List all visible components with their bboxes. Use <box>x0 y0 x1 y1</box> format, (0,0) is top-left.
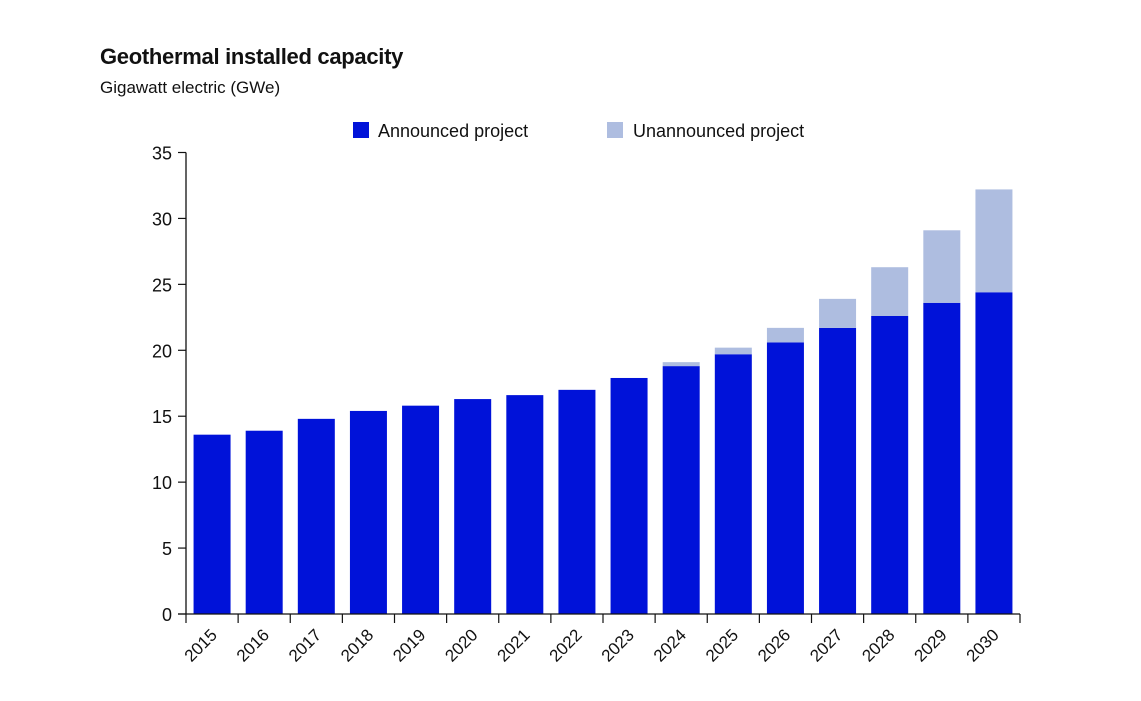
chart-subtitle: Gigawatt electric (GWe) <box>100 78 281 97</box>
y-tick-label: 10 <box>152 473 172 493</box>
legend-label-unannounced: Unannounced project <box>633 121 804 141</box>
x-tick-label: 2019 <box>389 625 429 665</box>
bar-announced-2018 <box>349 410 387 614</box>
y-tick-label: 0 <box>162 605 172 625</box>
bar-unannounced-2024 <box>662 362 700 367</box>
x-tick-label: 2018 <box>337 625 377 665</box>
x-tick-label: 2025 <box>702 625 742 665</box>
y-tick-label: 30 <box>152 209 172 229</box>
y-tick-label: 15 <box>152 407 172 427</box>
x-tick-label: 2027 <box>806 625 846 665</box>
x-tick-label: 2029 <box>910 625 950 665</box>
bar-announced-2029 <box>923 302 961 614</box>
chart-title: Geothermal installed capacity <box>100 44 404 69</box>
bar-announced-2016 <box>245 430 283 614</box>
x-tick-label: 2024 <box>650 625 690 665</box>
bar-announced-2020 <box>454 399 492 614</box>
bar-announced-2030 <box>975 292 1013 614</box>
bar-unannounced-2030 <box>975 189 1013 293</box>
legend-label-announced: Announced project <box>378 121 528 141</box>
bar-announced-2028 <box>871 316 909 614</box>
x-tick-label: 2022 <box>546 625 586 665</box>
bar-unannounced-2025 <box>714 347 752 355</box>
y-tick-label: 35 <box>152 144 172 164</box>
bar-announced-2027 <box>819 327 857 614</box>
bar-announced-2021 <box>506 395 544 614</box>
x-tick-label: 2015 <box>181 625 221 665</box>
bar-announced-2019 <box>402 405 440 614</box>
bar-announced-2017 <box>297 418 335 614</box>
bar-unannounced-2026 <box>766 327 804 343</box>
x-tick-label: 2026 <box>754 625 794 665</box>
bar-unannounced-2027 <box>819 298 857 328</box>
y-tick-label: 20 <box>152 341 172 361</box>
bar-announced-2023 <box>610 377 648 614</box>
y-tick-label: 25 <box>152 275 172 295</box>
bar-announced-2024 <box>662 366 700 614</box>
bar-announced-2022 <box>558 389 596 614</box>
bar-unannounced-2029 <box>923 230 961 303</box>
legend: Announced project Unannounced project <box>353 121 804 141</box>
bar-announced-2026 <box>766 342 804 614</box>
x-tick-label: 2017 <box>285 625 325 665</box>
x-tick-label: 2030 <box>963 625 1003 665</box>
legend-swatch-unannounced <box>607 122 623 138</box>
x-tick-label: 2016 <box>233 625 273 665</box>
x-tick-label: 2020 <box>441 625 481 665</box>
x-tick-label: 2028 <box>858 625 898 665</box>
y-tick-label: 5 <box>162 539 172 559</box>
bar-unannounced-2028 <box>871 267 909 317</box>
bar-announced-2015 <box>193 434 231 614</box>
bar-announced-2025 <box>714 354 752 614</box>
legend-swatch-announced <box>353 122 369 138</box>
x-tick-label: 2021 <box>493 625 533 665</box>
x-tick-label: 2023 <box>598 625 638 665</box>
